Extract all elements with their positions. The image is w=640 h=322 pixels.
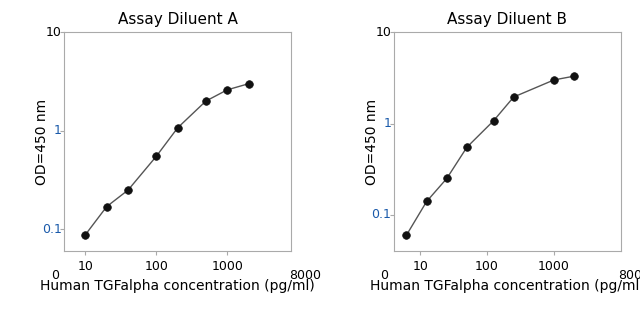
X-axis label: Human TGFalpha concentration (pg/ml): Human TGFalpha concentration (pg/ml) [40,279,315,293]
Text: 8000: 8000 [289,269,321,282]
Text: 0.1: 0.1 [42,223,61,236]
Text: 10: 10 [376,26,391,39]
Title: Assay Diluent B: Assay Diluent B [447,12,567,27]
Y-axis label: OD=450 nm: OD=450 nm [35,99,49,185]
Text: 0.1: 0.1 [371,208,391,221]
Text: 1: 1 [383,117,391,130]
Y-axis label: OD=450 nm: OD=450 nm [365,99,379,185]
Text: 8000: 8000 [618,269,640,282]
Text: 10: 10 [46,26,61,39]
X-axis label: Human TGFalpha concentration (pg/ml): Human TGFalpha concentration (pg/ml) [370,279,640,293]
Text: 1: 1 [54,124,61,137]
Title: Assay Diluent A: Assay Diluent A [118,12,237,27]
Text: 0: 0 [51,269,59,282]
Text: 0: 0 [380,269,388,282]
